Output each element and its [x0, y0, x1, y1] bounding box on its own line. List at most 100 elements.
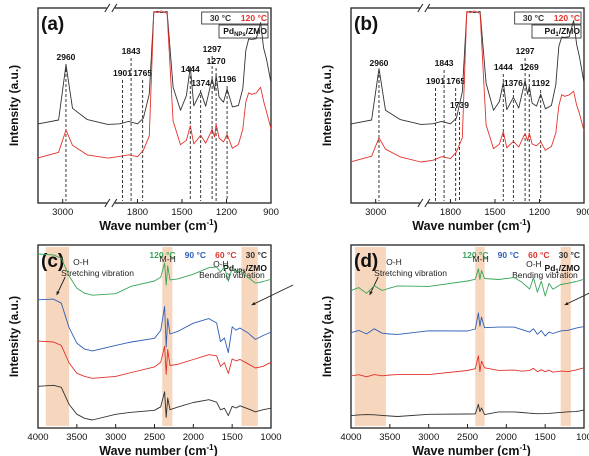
- annotation-oh-stretch-title: O-H: [73, 257, 89, 267]
- legend-entry: 60 °C: [528, 250, 549, 260]
- annotation-mh: M-H: [473, 254, 489, 264]
- x-tick-label: 1800: [127, 207, 148, 218]
- peak-label: 1901: [426, 76, 445, 86]
- legend-entry: 120 °C: [241, 13, 267, 23]
- x-tick-label: 3500: [379, 432, 400, 443]
- x-tick-label: 4000: [340, 432, 361, 443]
- x-axis-label-close: ): [214, 444, 218, 456]
- annotation-oh-stretch: Stretching vibration: [61, 268, 134, 278]
- series-line-red: [37, 340, 272, 379]
- x-tick-label: 1500: [222, 432, 243, 443]
- x-tick-label: 3000: [105, 432, 126, 443]
- catalyst-label: Pd1/ZMO: [545, 263, 581, 275]
- catalyst-sub: 1: [555, 269, 559, 275]
- annotation-arrow: [251, 284, 294, 306]
- annotation-arrowhead: [251, 301, 256, 306]
- x-axis-label-sup: -1: [206, 218, 214, 227]
- panel-letter: (d): [354, 251, 378, 272]
- legend-entry: 30 °C: [246, 250, 267, 260]
- peak-label: 1843: [122, 46, 141, 56]
- chart-panel-c: 4000 3500 3000 2500 2000 1500 1000 Wave number …: [7, 244, 294, 456]
- annotation-mh: M-H: [160, 254, 176, 264]
- catalyst-label: PdNPs/ZMO: [223, 263, 267, 275]
- axis-break-mark: [111, 3, 118, 13]
- axis-break-mark: [424, 3, 431, 13]
- peak-label: 1192: [531, 78, 550, 88]
- x-axis-label-text: Wave number (cm: [99, 444, 206, 456]
- x-tick-label: 3500: [66, 432, 87, 443]
- x-axis-label-text: Wave number (cm: [412, 444, 519, 456]
- x-tick-label: 1500: [535, 432, 556, 443]
- legend-box: [201, 11, 269, 25]
- catalyst-sub: NPs: [234, 269, 246, 275]
- x-tick-label: 1200: [529, 207, 550, 218]
- y-axis-label: Intensity (a.u.): [7, 65, 21, 146]
- series-line-green: [37, 253, 272, 296]
- x-axis-label: Wave number (cm-1): [99, 218, 218, 233]
- catalyst-rest: /ZMO: [559, 26, 581, 36]
- chart-panel-b: 3000 1800 1500 1200 900 Wave number (cm-1) Int…: [320, 3, 589, 233]
- catalyst-label: Pd1/ZMO: [545, 26, 581, 38]
- peak-label: 1843: [435, 58, 454, 68]
- x-axis-label-sup: -1: [519, 443, 527, 452]
- annotation-arrowhead: [56, 291, 60, 295]
- panel-letter: (b): [354, 14, 378, 35]
- peak-label: 1269: [520, 62, 539, 72]
- peak-label: 1765: [446, 76, 465, 86]
- peak-label: 2960: [56, 52, 75, 62]
- series-line-black: [350, 403, 585, 417]
- catalyst-rest: /ZMO: [246, 26, 268, 36]
- legend-entry: 90 °C: [498, 250, 519, 260]
- legend: 30 °C 60 °C 90 °C 120 °C: [462, 250, 580, 260]
- series-line-red: [37, 10, 272, 159]
- absorption-band-2: [162, 247, 173, 426]
- x-tick-label: 1200: [216, 207, 237, 218]
- peak-label: 2960: [369, 58, 388, 68]
- catalyst-main: Pd: [223, 26, 234, 36]
- legend: 30 °C 60 °C 90 °C 120 °C: [149, 250, 267, 260]
- x-tick-label: 2500: [144, 432, 165, 443]
- plot-frame: [350, 7, 585, 204]
- y-axis-label: Intensity (a.u.): [7, 296, 21, 377]
- plot-frame: [37, 7, 272, 204]
- absorption-band-2: [475, 247, 485, 426]
- x-tick-label: 1500: [484, 207, 505, 218]
- legend-box: [514, 11, 582, 25]
- series-line-green: [350, 268, 585, 297]
- x-tick-label: 900: [263, 207, 279, 218]
- legend-entry: 90 °C: [185, 250, 206, 260]
- annotation-oh-stretch-title: O-H: [386, 257, 402, 267]
- catalyst-sub: NPs: [234, 32, 246, 38]
- legend-entry: 60 °C: [215, 250, 236, 260]
- catalyst-rest: /ZMO: [246, 263, 268, 273]
- axis-break-gap: [106, 4, 115, 12]
- catalyst-rest: /ZMO: [559, 263, 581, 273]
- x-tick-label: 100: [576, 432, 589, 443]
- annotation-arrow: [564, 292, 589, 306]
- catalyst-box: [531, 24, 582, 39]
- peak-label: 1901: [113, 68, 132, 78]
- axis-break-mark: [417, 198, 424, 208]
- legend-entry: 120 °C: [149, 250, 175, 260]
- axis-break-mark: [111, 198, 118, 208]
- axis-break-mark: [417, 3, 424, 13]
- annotation-oh-bend: Bending vibration: [512, 270, 578, 280]
- axis-break-gap: [419, 199, 428, 207]
- legend-entry: 30 °C: [210, 13, 231, 23]
- catalyst-sub: 1: [555, 32, 559, 38]
- peak-label: 1765: [133, 68, 152, 78]
- x-tick-label: 3000: [418, 432, 439, 443]
- legend-entry: 30 °C: [523, 13, 544, 23]
- y-axis-label: Intensity (a.u.): [320, 65, 334, 146]
- series-line-black: [37, 384, 272, 421]
- x-axis-label-sup: -1: [206, 443, 214, 452]
- annotation-arrowhead: [369, 291, 373, 295]
- legend-entry: 120 °C: [554, 13, 580, 23]
- x-axis-label: Wave number (cm-1): [412, 443, 531, 456]
- peak-label: 1297: [516, 46, 535, 56]
- axis-break-mark: [104, 198, 111, 208]
- series-line-black: [37, 10, 272, 125]
- x-axis-label-close: ): [214, 219, 218, 233]
